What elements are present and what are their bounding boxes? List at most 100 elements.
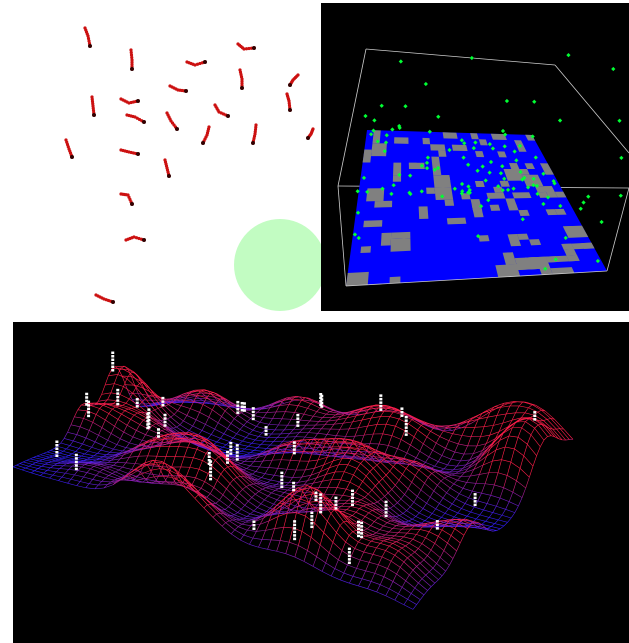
mesh-line — [294, 412, 304, 415]
terrain-mesh-canvas[interactable] — [13, 322, 629, 643]
mesh-line — [204, 441, 209, 447]
particle — [423, 81, 428, 87]
mesh-line — [193, 394, 198, 402]
marker — [473, 493, 477, 496]
mesh-line — [264, 467, 269, 474]
mesh-line — [469, 455, 480, 461]
mesh-line — [471, 483, 477, 492]
mesh-line — [475, 452, 485, 461]
mesh-line — [447, 542, 457, 552]
mesh-line — [459, 493, 469, 499]
mesh-line — [344, 441, 355, 444]
mesh-line — [323, 496, 328, 504]
mesh-line — [316, 556, 326, 564]
mesh-line — [415, 469, 420, 476]
mesh-line — [264, 510, 275, 517]
mesh-line — [75, 463, 85, 465]
mesh-line — [333, 494, 343, 496]
mesh-line — [78, 448, 89, 452]
mesh-line — [431, 508, 437, 514]
mesh-line — [431, 473, 442, 482]
mesh-line — [129, 436, 134, 444]
mesh-line — [97, 450, 102, 454]
floor-patch — [366, 188, 385, 202]
mesh-line — [521, 487, 527, 498]
mesh-line — [378, 537, 388, 540]
agent-trails-view[interactable] — [0, 0, 321, 321]
agent-trails-canvas[interactable] — [0, 0, 321, 321]
marker — [350, 500, 354, 503]
mesh-line — [370, 406, 374, 409]
mesh-line — [399, 539, 410, 544]
mesh-line — [336, 410, 341, 413]
mesh-line — [279, 527, 285, 541]
mesh-line — [226, 488, 236, 498]
mesh-line — [268, 418, 273, 425]
mesh-line — [146, 479, 156, 482]
marker — [163, 424, 167, 427]
mesh-line — [328, 417, 333, 422]
marker — [229, 445, 233, 448]
mesh-line — [435, 503, 440, 509]
particle — [611, 66, 616, 72]
mesh-line — [392, 581, 403, 588]
mesh-line — [234, 466, 245, 477]
mesh-line — [458, 435, 463, 445]
mesh-line — [372, 532, 377, 535]
mesh-line — [331, 575, 341, 581]
mesh-line — [317, 451, 322, 461]
mesh-line — [412, 518, 422, 524]
mesh-line — [303, 482, 314, 486]
mesh-line — [269, 441, 274, 446]
mesh-line — [240, 463, 251, 467]
mesh-line — [376, 532, 386, 536]
mesh-line — [250, 465, 260, 468]
mesh-line — [363, 406, 367, 409]
mesh-line — [259, 520, 270, 525]
mesh-line — [429, 531, 439, 537]
mesh-line — [168, 402, 172, 405]
mesh-line — [171, 440, 182, 443]
cube-grid-view[interactable] — [321, 3, 629, 311]
mesh-line — [77, 466, 82, 471]
particle — [452, 186, 457, 191]
mesh-line — [26, 458, 31, 461]
mesh-line — [361, 537, 372, 542]
mesh-line — [83, 418, 93, 423]
mesh-line — [133, 371, 144, 383]
marker — [85, 396, 89, 399]
mesh-line — [489, 431, 500, 436]
mesh-line — [407, 488, 418, 497]
mesh-line — [352, 515, 362, 521]
mesh-line — [204, 481, 214, 488]
mesh-line — [396, 523, 400, 526]
mesh-line — [130, 444, 140, 450]
mesh-line — [379, 542, 390, 547]
mesh-line — [488, 443, 493, 449]
marker — [236, 400, 240, 404]
mesh-line — [241, 450, 251, 453]
mesh-line — [554, 436, 559, 439]
mesh-line — [257, 444, 262, 448]
mesh-line — [258, 491, 269, 497]
mesh-line — [515, 405, 520, 413]
mesh-line — [80, 481, 90, 484]
mesh-line — [299, 502, 309, 506]
mesh-line — [254, 451, 265, 456]
mesh-line — [288, 398, 293, 405]
mesh-line — [411, 475, 416, 483]
mesh-line — [373, 503, 384, 511]
mesh-line — [228, 406, 238, 416]
mesh-line — [170, 483, 180, 486]
mesh-line — [142, 479, 147, 483]
mesh-line — [547, 418, 551, 420]
mesh-line — [372, 510, 382, 517]
mesh-line — [204, 389, 214, 393]
mesh-line — [435, 436, 440, 444]
terrain-mesh-view[interactable] — [13, 322, 629, 643]
mesh-line — [451, 473, 456, 476]
mesh-line — [148, 395, 159, 409]
mesh-line — [103, 399, 108, 404]
mesh-line — [268, 512, 273, 521]
cube-grid-canvas[interactable] — [321, 3, 629, 311]
